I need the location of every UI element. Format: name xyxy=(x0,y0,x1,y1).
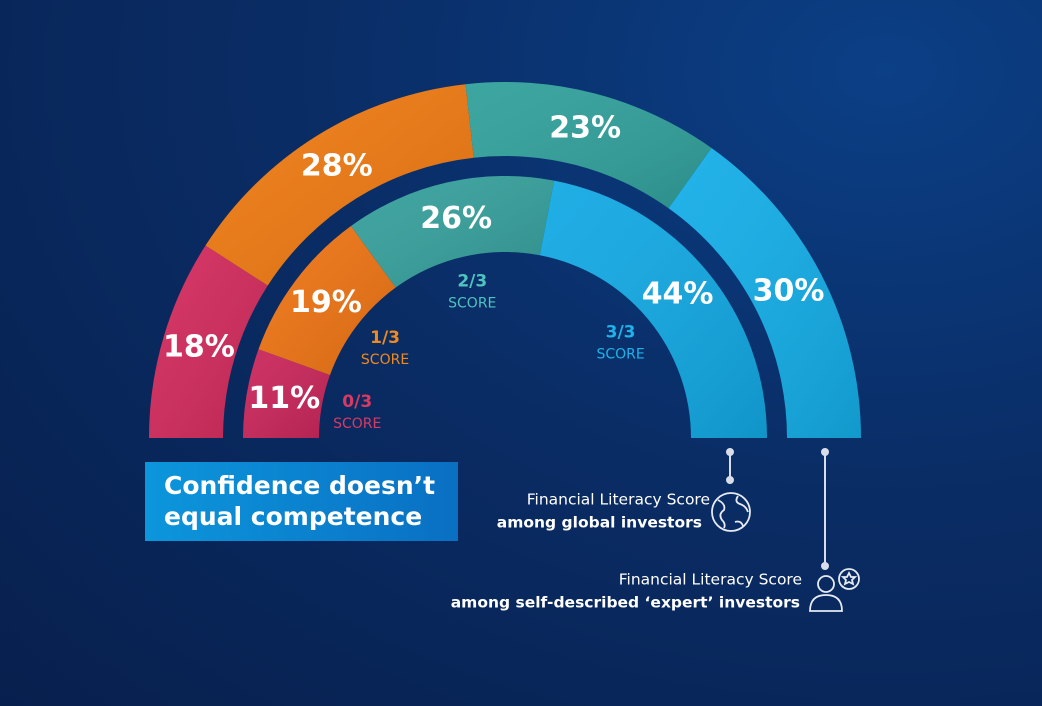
category-sublabel: SCORE xyxy=(448,296,496,312)
value-label: 28% xyxy=(301,148,373,183)
legend-title: Financial Literacy Score xyxy=(619,571,802,589)
category-sublabel: SCORE xyxy=(333,416,381,432)
title-box: Confidence doesn’t equal competence xyxy=(145,462,458,541)
segment-shade xyxy=(465,82,712,209)
category-sublabel: SCORE xyxy=(596,346,644,362)
value-label: 23% xyxy=(549,111,621,146)
segment-shade xyxy=(149,245,268,438)
value-label: 26% xyxy=(420,201,492,236)
legend-entry: among global investors xyxy=(497,514,702,532)
value-label: 11% xyxy=(248,381,320,416)
legend-title: Financial Literacy Score xyxy=(527,491,710,509)
expert-icon xyxy=(809,568,860,612)
value-label: 19% xyxy=(290,285,362,320)
globe-icon xyxy=(711,492,751,532)
value-label: 44% xyxy=(642,277,714,312)
segment-shade xyxy=(668,148,861,438)
legend-connectors xyxy=(726,448,829,570)
category-label: 2/3 xyxy=(457,272,487,292)
value-label: 30% xyxy=(753,273,825,308)
category-label: 1/3 xyxy=(370,328,400,348)
category-sublabel: SCORE xyxy=(361,352,409,368)
value-label: 18% xyxy=(163,330,235,365)
segment-shade xyxy=(205,84,474,286)
category-label: 0/3 xyxy=(342,392,372,412)
legend-entry: among self-described ‘expert’ investors xyxy=(451,594,800,612)
segment-shade xyxy=(539,180,767,438)
category-label: 3/3 xyxy=(606,322,636,342)
segment-shade xyxy=(351,176,555,288)
segment-shade xyxy=(243,349,330,438)
segment-shade xyxy=(258,226,396,375)
